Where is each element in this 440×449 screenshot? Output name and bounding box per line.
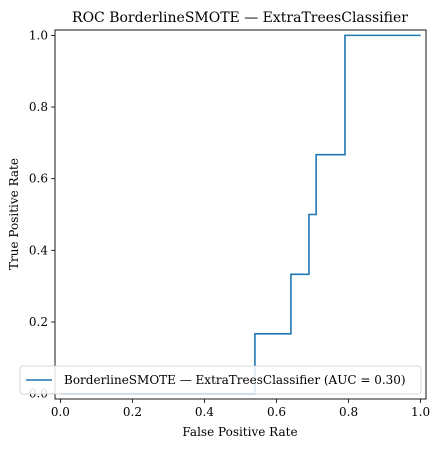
x-tick-label: 0.6 xyxy=(267,405,286,419)
x-tick-label: 0.2 xyxy=(123,405,142,419)
x-axis: 0.0 0.2 0.4 0.6 0.8 1.0 xyxy=(51,399,430,419)
series-layer xyxy=(60,34,421,395)
chart-title: ROC BorderlineSMOTE — ExtraTreesClassifi… xyxy=(72,10,408,26)
x-tick-label: 0.4 xyxy=(195,405,214,419)
y-tick-label: 0.8 xyxy=(29,100,48,114)
y-tick-label: 0.4 xyxy=(29,243,48,257)
x-tick-label: 0.0 xyxy=(51,405,70,419)
y-axis-label: True Positive Rate xyxy=(7,158,21,270)
y-tick-label: 1.0 xyxy=(29,28,48,42)
y-tick-label: 0.6 xyxy=(29,172,48,186)
roc-curve-line xyxy=(60,34,421,395)
x-tick-label: 1.0 xyxy=(411,405,430,419)
legend: BorderlineSMOTE — ExtraTreesClassifier (… xyxy=(19,365,422,395)
legend-box xyxy=(19,365,422,395)
plot-area xyxy=(54,29,427,400)
x-tick-label: 0.8 xyxy=(339,405,358,419)
x-axis-label: False Positive Rate xyxy=(182,425,297,439)
y-axis: 0.00.20.40.60.81.0 xyxy=(29,28,55,401)
legend-entry-label: BorderlineSMOTE — ExtraTreesClassifier (… xyxy=(64,373,406,387)
y-tick-label: 0.2 xyxy=(29,315,48,329)
